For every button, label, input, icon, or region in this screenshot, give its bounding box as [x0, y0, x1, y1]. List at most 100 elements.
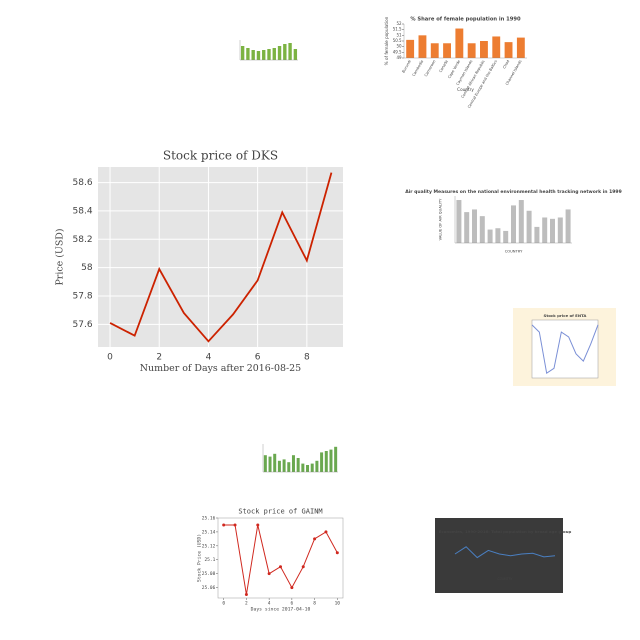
chart-title: Stock price of GAINM: [238, 508, 322, 516]
point: [279, 565, 282, 569]
chart-background: [435, 518, 563, 593]
bar: [480, 41, 488, 58]
y-tick-label: 25.08: [202, 571, 216, 577]
x-tick-label: 2: [245, 600, 248, 606]
point: [313, 537, 317, 541]
y-tick-label: 51.5: [393, 27, 402, 32]
y-axis-label: VALUE OF AIR QUALITY: [438, 198, 442, 241]
bar: [277, 46, 282, 60]
bar: [251, 50, 255, 60]
x-tick-label: Canada: [438, 59, 448, 73]
bar: [283, 44, 287, 60]
bar: [464, 212, 470, 243]
bar: [565, 209, 571, 243]
chart-title: % Share of female population in 1990: [410, 16, 521, 22]
x-axis-label: Number of Days after 2016-08-25: [140, 363, 301, 374]
y-tick-label: 58.2: [73, 235, 93, 245]
plot-frame: [217, 517, 344, 599]
line: [109, 172, 333, 343]
y-tick-label: 50.5: [393, 38, 402, 43]
y-tick-label: 52: [397, 21, 403, 26]
y-tick-label: 57.6: [73, 320, 93, 330]
x-tick-label: 2: [156, 352, 162, 362]
x-axis-label: Country: [457, 87, 474, 92]
bar: [487, 229, 493, 243]
bar: [277, 460, 281, 472]
point: [267, 572, 271, 576]
x-tick-label: 8: [313, 600, 316, 606]
bar: [334, 446, 338, 472]
chart: [239, 40, 298, 61]
chart: Stock price of ENTA: [513, 308, 616, 386]
x-tick-label: 6: [291, 600, 294, 606]
bar: [310, 463, 314, 472]
chart: [262, 444, 338, 473]
bar: [534, 226, 540, 243]
point: [335, 551, 339, 555]
chart: Stock price of DKS Price (USD) 57.6 57.8 58 5…: [55, 149, 343, 374]
point: [290, 586, 294, 590]
bar: [526, 210, 532, 243]
y-tick-label: 25.14: [202, 529, 216, 535]
x-axis-label: COUNTRY: [497, 577, 512, 581]
plot-background: [532, 320, 598, 378]
bar: [282, 459, 286, 472]
y-axis-label: Stock Price (USD): [197, 534, 203, 582]
y-tick-label: 51: [397, 32, 403, 37]
bar: [495, 228, 501, 243]
bar: [287, 462, 291, 472]
bar: [272, 48, 276, 60]
point: [233, 523, 237, 527]
chart-title: Stock price of DKS: [163, 149, 278, 163]
bar: [315, 460, 319, 472]
bar: [504, 42, 513, 58]
bar: [430, 43, 439, 58]
y-axis-label: % of female population: [384, 16, 389, 65]
line: [454, 546, 556, 559]
chart: Economies, 1990-2016: Total population b…: [435, 518, 571, 593]
y-tick-label: 25.1: [204, 557, 215, 563]
bar: [301, 463, 305, 472]
point: [301, 565, 305, 569]
bar: [262, 50, 266, 60]
bar: [273, 453, 277, 472]
bar: [503, 230, 509, 243]
x-tick-label: Chad: [502, 59, 510, 69]
bar: [268, 456, 272, 472]
plot-background: [98, 167, 343, 347]
bar: [472, 209, 477, 243]
x-axis-label: Days since 2017-04-10: [251, 606, 311, 612]
x-tick-label: 8: [304, 352, 310, 362]
x-tick-label: 6: [255, 352, 261, 362]
bar: [246, 48, 250, 60]
y-tick-label: 58.4: [73, 206, 93, 216]
bar: [293, 49, 298, 60]
point: [244, 593, 248, 597]
y-tick-label: 58.6: [73, 178, 93, 188]
y-tick-label: 25.16: [202, 516, 216, 522]
x-tick-label: 10: [335, 600, 341, 606]
x-tick-label: 4: [206, 352, 212, 362]
chart-title: Air quality Measures on the national env…: [405, 189, 622, 195]
point: [324, 530, 328, 534]
bar: [492, 36, 501, 58]
bar: [320, 452, 324, 472]
point: [222, 523, 226, 527]
bar: [406, 39, 415, 58]
x-axis-label: COUNTRY: [505, 249, 523, 253]
y-tick-label: 58: [81, 263, 93, 273]
bar: [263, 455, 267, 472]
bar: [288, 43, 292, 60]
bar: [467, 43, 476, 58]
x-tick-label: 0: [222, 600, 225, 606]
y-tick-label: 49: [397, 55, 403, 60]
bar: [291, 455, 295, 472]
bar: [240, 46, 245, 60]
y-tick-label: 25.06: [202, 585, 216, 591]
plot-frame: [531, 319, 599, 379]
y-tick-label: 25.12: [202, 543, 216, 549]
bar: [542, 217, 548, 243]
bar: [306, 465, 310, 472]
